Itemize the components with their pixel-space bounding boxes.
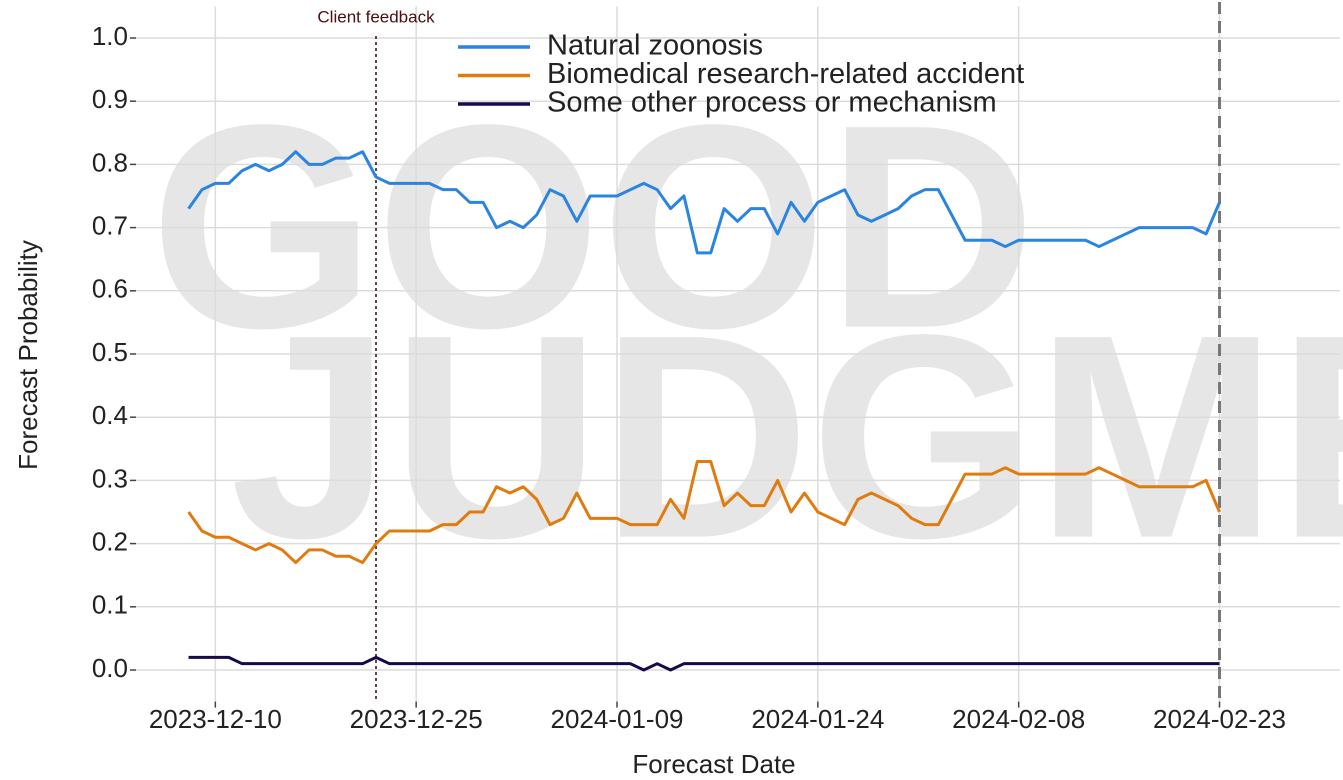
y-tick-label: 0.8 <box>92 147 128 177</box>
y-tick-label: 0.3 <box>92 463 128 493</box>
watermark: JUDGMENT <box>230 275 1343 599</box>
x-tick-label: 2024-01-24 <box>751 704 884 734</box>
series-line <box>187 459 1221 565</box>
x-tick-label: 2023-12-25 <box>350 704 483 734</box>
x-axis-title: Forecast Date <box>632 749 795 779</box>
y-tick-label: 1.0 <box>92 21 128 51</box>
annotation-label: Client feedback <box>317 7 435 26</box>
y-tick-label: 0.4 <box>92 400 128 430</box>
watermark: GOOD <box>150 65 1036 389</box>
y-tick-label: 0.0 <box>92 653 128 683</box>
series-line <box>187 150 1221 255</box>
legend-label: Natural zoonosis <box>547 30 763 62</box>
y-tick-label: 0.1 <box>92 590 128 620</box>
x-tick-label: 2024-01-09 <box>551 704 684 734</box>
y-tick-label: 0.7 <box>92 210 128 240</box>
y-axis-title: Forecast Probability <box>13 240 43 470</box>
x-tick-label: 2023-12-10 <box>149 704 282 734</box>
x-tick-label: 2024-02-08 <box>952 704 1085 734</box>
y-tick-label: 0.5 <box>92 337 128 367</box>
y-tick-label: 0.2 <box>92 526 128 556</box>
legend-label: Biomedical research-related accident <box>547 58 1024 90</box>
y-tick-label: 0.6 <box>92 274 128 304</box>
y-tick-label: 0.9 <box>92 84 128 114</box>
series-line <box>188 655 1220 672</box>
legend-label: Some other process or mechanism <box>547 87 997 119</box>
x-tick-label: 2024-02-23 <box>1153 704 1286 734</box>
